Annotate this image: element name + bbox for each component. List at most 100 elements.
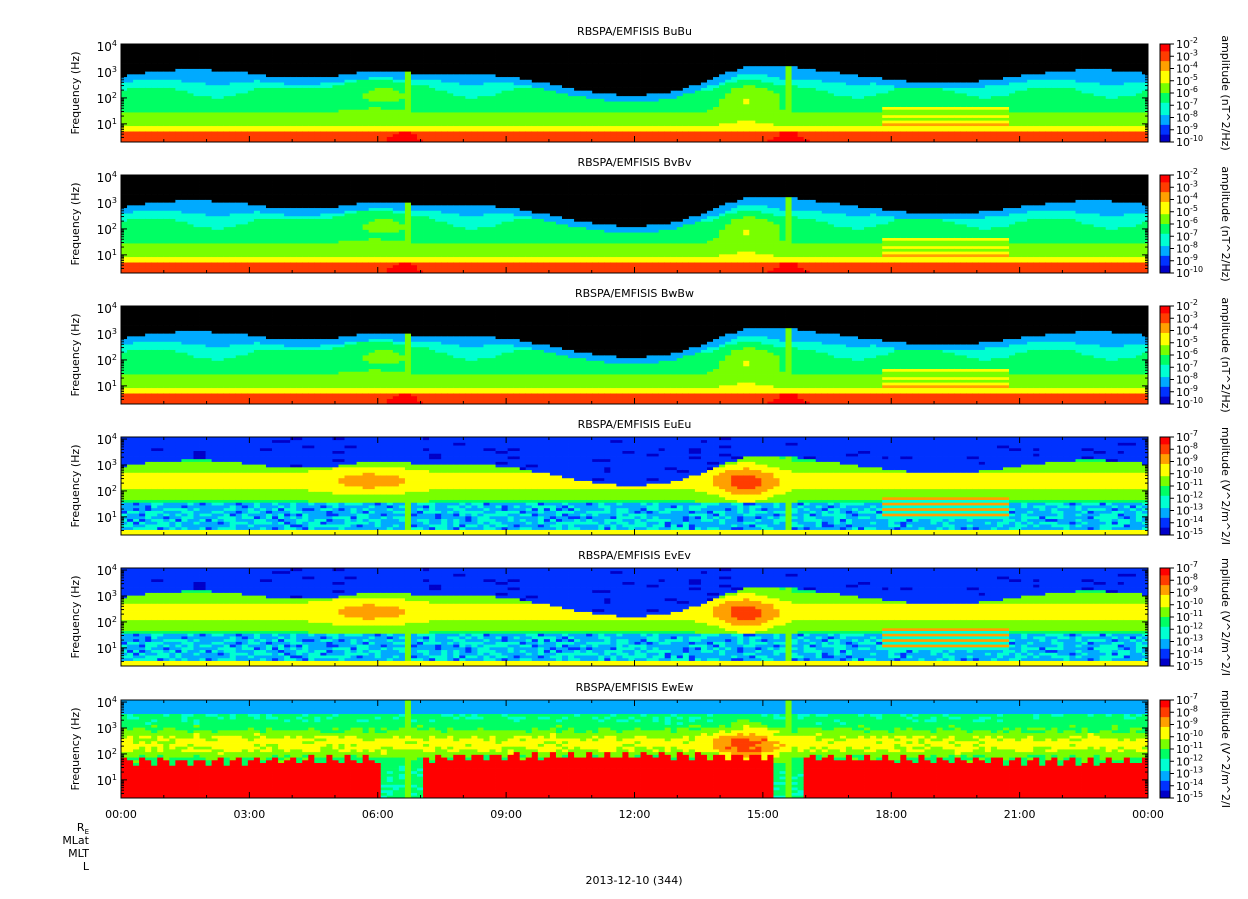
spectrogram-cell (242, 96, 248, 99)
spectrogram-cell (175, 82, 181, 85)
spectrogram-cell (218, 88, 224, 91)
spectrogram-cell (351, 101, 357, 104)
spectrogram-cell (272, 66, 278, 69)
spectrogram-cell (357, 112, 363, 115)
spectrogram-cell (338, 90, 344, 93)
spectrogram-cell (266, 66, 272, 69)
spectrogram-cell (483, 55, 489, 58)
spectrogram-cell (206, 85, 212, 88)
spectrogram-cell (127, 98, 133, 101)
spectrogram-cell (187, 77, 193, 80)
spectrogram-cell (502, 107, 508, 110)
spectrogram-cell (200, 47, 206, 50)
spectrogram-cell (266, 109, 272, 112)
spectrogram-cell (296, 85, 302, 88)
spectrogram-cell (338, 120, 344, 123)
spectrogram-cell (284, 109, 290, 112)
spectrogram-cell (399, 63, 405, 66)
spectrogram-cell (212, 49, 218, 52)
spectrogram-cell (254, 85, 260, 88)
spectrogram-cell (242, 101, 248, 104)
spectrogram-cell (181, 71, 187, 74)
spectrogram-cell (242, 112, 248, 115)
spectrogram-cell (272, 85, 278, 88)
spectrogram-cell (200, 77, 206, 80)
spectrogram-cell (441, 52, 447, 55)
spectrogram-cell (393, 120, 399, 123)
spectrogram-cell (193, 131, 199, 134)
spectrogram-cell (218, 115, 224, 118)
spectrogram-cell (133, 77, 139, 80)
spectrogram-cell (157, 66, 163, 69)
spectrogram-cell (145, 96, 151, 99)
spectrogram-cell (417, 109, 423, 112)
spectrogram-cell (175, 71, 181, 74)
spectrogram-cell (447, 60, 453, 63)
spectrogram-cell (453, 115, 459, 118)
spectrogram-cell (441, 49, 447, 52)
spectrogram-cell (314, 47, 320, 50)
spectrogram-cell (254, 55, 260, 58)
spectrogram-cell (236, 63, 242, 66)
spectrogram-cell (302, 104, 308, 107)
spectrogram-cell (151, 120, 157, 123)
spectrogram-cell (248, 137, 254, 140)
spectrogram-cell (393, 74, 399, 77)
spectrogram-cell (145, 120, 151, 123)
spectrogram-cell (151, 107, 157, 110)
spectrogram-cell (139, 118, 145, 121)
spectrogram-cell (308, 131, 314, 134)
spectrogram-cell (471, 137, 477, 140)
spectrogram-cell (429, 126, 435, 129)
spectrogram-cell (139, 85, 145, 88)
spectrogram-cell (423, 69, 429, 72)
spectrogram-cell (266, 55, 272, 58)
spectrogram-cell (496, 101, 502, 104)
spectrogram-cell (477, 60, 483, 63)
spectrogram-cell (308, 47, 314, 50)
spectrogram-cell (242, 126, 248, 129)
spectrogram-cell (187, 107, 193, 110)
spectrogram-cell (284, 71, 290, 74)
spectrogram-cell (230, 131, 236, 134)
spectrogram-cell (272, 118, 278, 121)
spectrogram-cell (181, 88, 187, 91)
spectrogram-cell (254, 69, 260, 72)
spectrogram-cell (242, 85, 248, 88)
spectrogram-cell (471, 66, 477, 69)
spectrogram-cell (453, 55, 459, 58)
spectrogram-cell (387, 115, 393, 118)
spectrogram-cell (163, 47, 169, 50)
spectrogram-cell (405, 115, 411, 118)
spectrogram-cell (145, 126, 151, 129)
spectrogram-cell (284, 60, 290, 63)
spectrogram-cell (175, 134, 181, 137)
spectrogram-cell (260, 118, 266, 121)
spectrogram-cell (435, 71, 441, 74)
spectrogram-cell (332, 96, 338, 99)
spectrogram-cell (133, 88, 139, 91)
spectrogram-cell (175, 109, 181, 112)
spectrogram-cell (314, 101, 320, 104)
spectrogram-cell (453, 49, 459, 52)
spectrogram-cell (296, 128, 302, 131)
spectrogram-cell (423, 63, 429, 66)
spectrogram-cell (393, 79, 399, 82)
spectrogram-cell (351, 104, 357, 107)
spectrogram-cell (151, 101, 157, 104)
spectrogram-cell (465, 63, 471, 66)
spectrogram-cell (133, 126, 139, 129)
spectrogram-cell (496, 98, 502, 101)
spectrogram-cell (218, 131, 224, 134)
spectrogram-cell (345, 128, 351, 131)
spectrogram-cell (242, 77, 248, 80)
spectrogram-cell (387, 96, 393, 99)
spectrogram-cell (326, 82, 332, 85)
spectrogram-cell (411, 69, 417, 72)
spectrogram-cell (502, 90, 508, 93)
spectrogram-cell (465, 77, 471, 80)
spectrogram-cell (302, 85, 308, 88)
spectrogram-cell (332, 82, 338, 85)
spectrogram-cell (363, 79, 369, 82)
spectrogram-cell (423, 88, 429, 91)
